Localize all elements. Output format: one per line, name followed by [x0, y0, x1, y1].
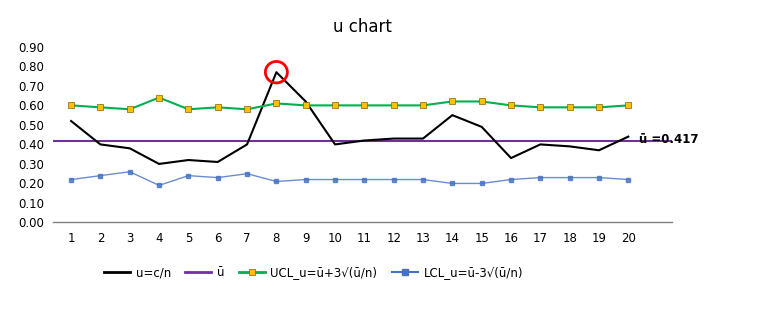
- Title: u chart: u chart: [333, 18, 393, 36]
- Legend: u=c/n, ū, UCL_u=ū+3√(ū/n), LCL_u=ū-3√(ū/n): u=c/n, ū, UCL_u=ū+3√(ū/n), LCL_u=ū-3√(ū/…: [99, 262, 528, 284]
- Text: ū =0.417: ū =0.417: [639, 133, 698, 146]
